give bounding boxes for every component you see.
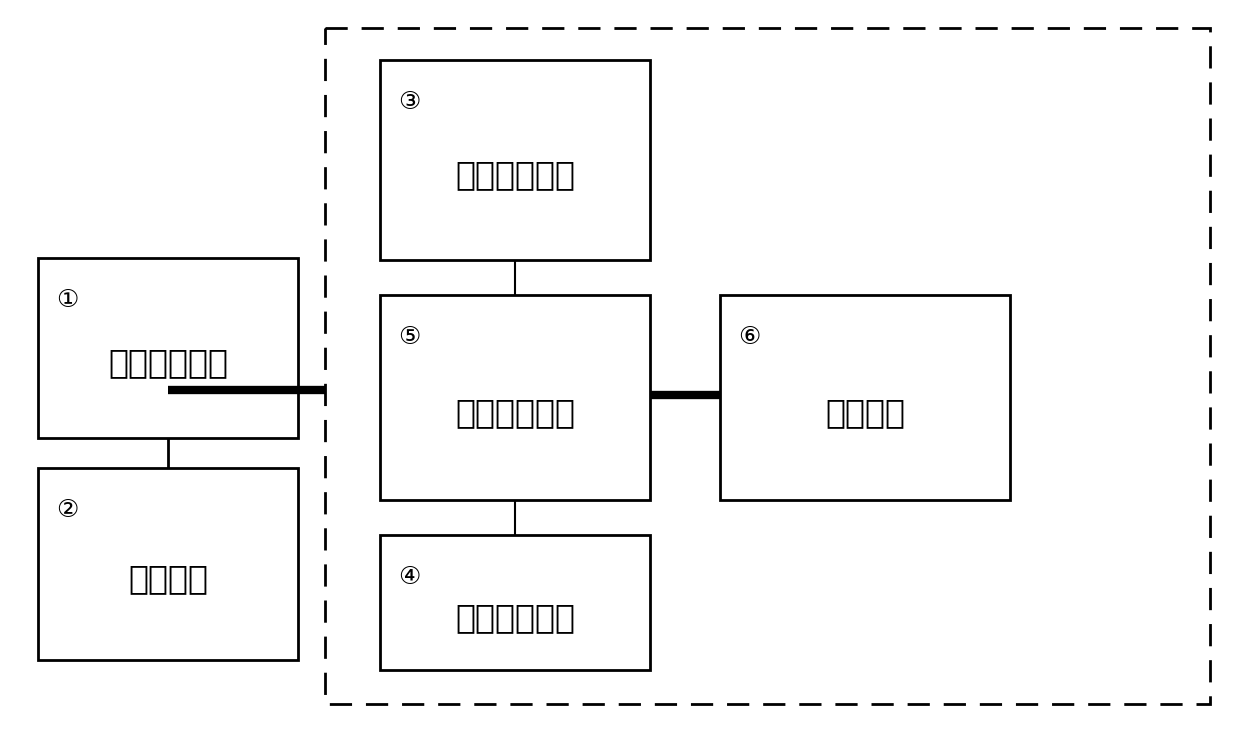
Text: 通信模块: 通信模块 (825, 396, 905, 429)
Text: ①: ① (56, 288, 78, 312)
Text: 电场传感模块: 电场传感模块 (455, 601, 575, 634)
Text: 故障识别模块: 故障识别模块 (455, 396, 575, 429)
Bar (325, 28, 1210, 704)
Text: 储能模块: 储能模块 (128, 562, 208, 596)
Bar (720, 295, 1011, 500)
Text: ⑥: ⑥ (738, 325, 760, 349)
Text: ③: ③ (398, 90, 420, 114)
Text: 感应取电模块: 感应取电模块 (108, 346, 228, 379)
Bar (379, 60, 650, 260)
Bar (379, 295, 650, 500)
Text: ④: ④ (398, 565, 420, 589)
Bar (38, 468, 298, 660)
Text: ②: ② (56, 498, 78, 522)
Bar (38, 258, 298, 438)
Bar (379, 535, 650, 670)
Text: ⑤: ⑤ (398, 325, 420, 349)
Text: 电流传感模块: 电流传感模块 (455, 159, 575, 192)
